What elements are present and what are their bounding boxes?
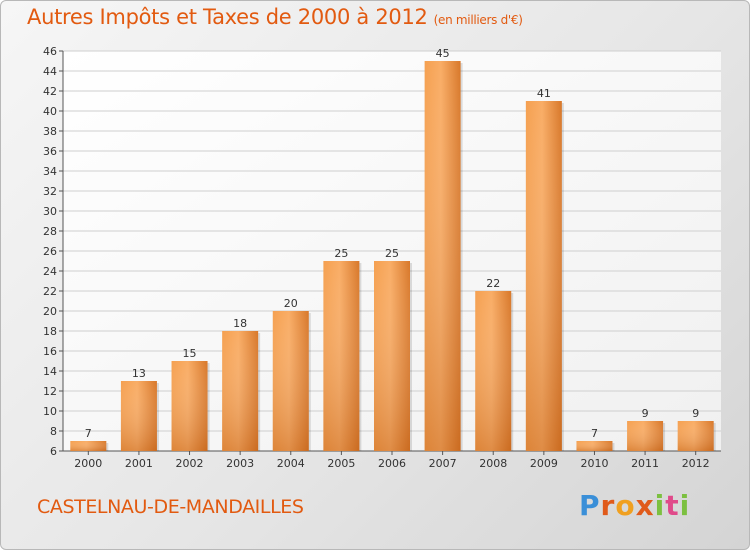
x-tick-label: 2001 [125, 457, 153, 470]
bar-shade [627, 421, 664, 451]
data-label: 25 [334, 247, 348, 260]
y-tick-label: 18 [43, 325, 57, 338]
data-label: 13 [132, 367, 146, 380]
x-tick-label: 2002 [176, 457, 204, 470]
data-label: 45 [436, 47, 450, 60]
x-tick-label: 2011 [631, 457, 659, 470]
data-label: 18 [233, 317, 247, 330]
y-tick-label: 14 [43, 365, 57, 378]
data-label: 15 [183, 347, 197, 360]
x-tick-label: 2006 [378, 457, 406, 470]
bar-shade [222, 331, 259, 451]
y-tick-label: 8 [50, 425, 57, 438]
data-label: 22 [486, 277, 500, 290]
y-tick-label: 28 [43, 225, 57, 238]
bar-shade [475, 291, 512, 451]
logo-letter: P [579, 489, 601, 522]
y-tick-label: 40 [43, 105, 57, 118]
chart-title: Autres Impôts et Taxes de 2000 à 2012 (en… [27, 5, 523, 29]
y-tick-label: 20 [43, 305, 57, 318]
bar-shade [677, 421, 714, 451]
data-label: 41 [537, 87, 551, 100]
x-tick-label: 2008 [479, 457, 507, 470]
proxiti-logo: Proxiti [579, 489, 690, 522]
data-label: 9 [642, 407, 649, 420]
logo-letter: t [665, 489, 680, 522]
bar-shade [525, 101, 562, 451]
x-tick-label: 2005 [327, 457, 355, 470]
bar-shade [70, 441, 107, 451]
y-tick-label: 44 [43, 65, 57, 78]
logo-letter: r [600, 489, 616, 522]
y-tick-label: 26 [43, 245, 57, 258]
x-tick-label: 2003 [226, 457, 254, 470]
data-label: 9 [692, 407, 699, 420]
logo-letter: i [679, 489, 691, 522]
y-tick-label: 6 [50, 445, 57, 458]
data-label: 7 [85, 427, 92, 440]
y-tick-label: 46 [43, 45, 57, 58]
chart-title-text: Autres Impôts et Taxes de 2000 à 2012 [27, 5, 428, 29]
y-tick-label: 36 [43, 145, 57, 158]
x-tick-label: 2007 [429, 457, 457, 470]
y-tick-label: 22 [43, 285, 57, 298]
x-tick-label: 2010 [580, 457, 608, 470]
x-tick-label: 2009 [530, 457, 558, 470]
data-label: 20 [284, 297, 298, 310]
y-tick-label: 42 [43, 85, 57, 98]
y-tick-label: 38 [43, 125, 57, 138]
bar-shade [323, 261, 360, 451]
bar-shade [272, 311, 309, 451]
logo-letter: x [635, 489, 655, 522]
y-tick-label: 16 [43, 345, 57, 358]
y-tick-label: 12 [43, 385, 57, 398]
logo-letter: o [615, 489, 636, 522]
x-tick-label: 2000 [74, 457, 102, 470]
y-tick-label: 34 [43, 165, 57, 178]
commune-name: CASTELNAU-DE-MANDAILLES [37, 496, 304, 518]
bar-shade [171, 361, 208, 451]
bar-shade [374, 261, 410, 451]
y-tick-label: 10 [43, 405, 57, 418]
x-tick-label: 2004 [277, 457, 305, 470]
bar-shade [424, 61, 461, 451]
y-tick-label: 32 [43, 185, 57, 198]
logo-letter: i [654, 489, 666, 522]
x-tick-label: 2012 [682, 457, 710, 470]
data-label: 7 [591, 427, 598, 440]
chart-unit: (en milliers d'€) [433, 13, 523, 27]
bar-shade [120, 381, 157, 451]
y-tick-label: 24 [43, 265, 57, 278]
data-label: 25 [385, 247, 399, 260]
y-tick-label: 30 [43, 205, 57, 218]
bar-shade [576, 441, 613, 451]
